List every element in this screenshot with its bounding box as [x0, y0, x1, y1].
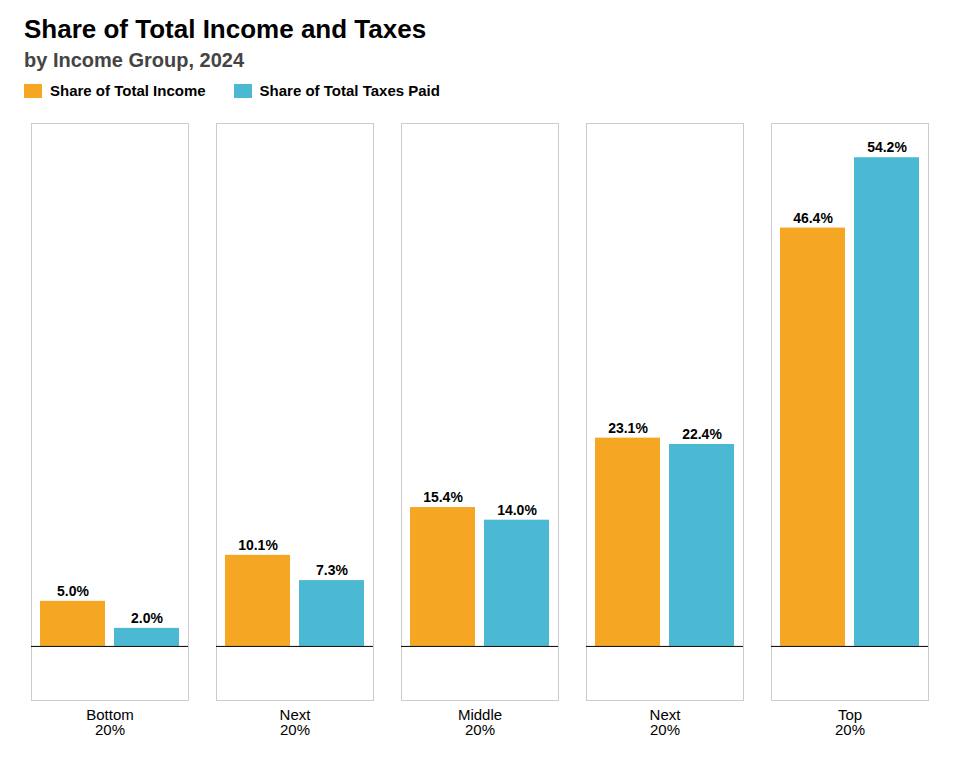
html-text:Share of Total Taxes Paid: Share of Total Taxes Paid: [259, 82, 440, 99]
svg-text:Bottom20%: Bottom20%: [86, 706, 134, 738]
svg-text:46.4%: 46.4%: [793, 210, 833, 226]
svg-text:23.1%: 23.1%: [608, 420, 648, 436]
svg-text:15.4%: 15.4%: [423, 489, 463, 505]
svg-text:2.0%: 2.0%: [131, 610, 163, 626]
html-text:Share of Total Income: Share of Total Income: [50, 82, 206, 99]
svg-text:Next20%: Next20%: [650, 706, 682, 738]
svg-text:10.1%: 10.1%: [238, 537, 278, 553]
svg-text:54.2%: 54.2%: [867, 139, 907, 155]
svg-text:14.0%: 14.0%: [497, 502, 537, 518]
html-text:Share of Total Income and Taxe: Share of Total Income and Taxes: [24, 14, 427, 44]
svg-text:Top20%: Top20%: [835, 706, 865, 738]
svg-text:Next20%: Next20%: [280, 706, 312, 738]
svg-text:22.4%: 22.4%: [682, 426, 722, 442]
html-text:by Income Group, 2024: by Income Group, 2024: [24, 49, 245, 71]
svg-text:5.0%: 5.0%: [57, 583, 89, 599]
svg-text:Middle20%: Middle20%: [458, 706, 502, 738]
svg-text:7.3%: 7.3%: [316, 562, 348, 578]
